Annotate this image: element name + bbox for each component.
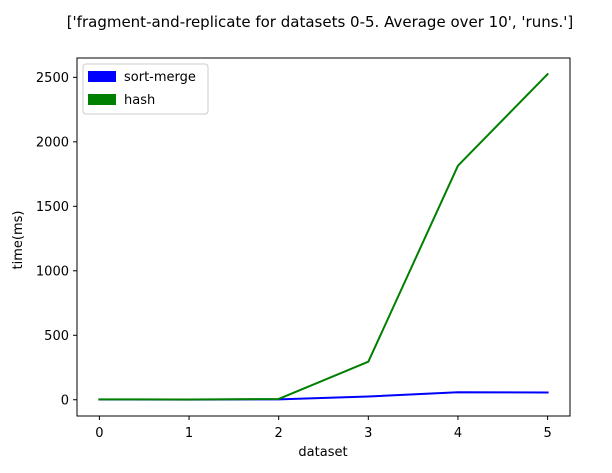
y-axis-label: time(ms) bbox=[11, 211, 26, 270]
y-tick-label-0: 0 bbox=[61, 393, 69, 408]
legend-swatch-sort-merge bbox=[88, 71, 116, 82]
y-tick-label-2000: 2000 bbox=[36, 135, 69, 150]
plot-frame bbox=[76, 57, 571, 417]
x-tick-label-0: 0 bbox=[95, 426, 103, 441]
y-axis: 0 500 1000 1500 2000 2500 bbox=[36, 71, 77, 408]
x-tick-label-5: 5 bbox=[543, 426, 551, 441]
y-tick-label-2500: 2500 bbox=[36, 71, 69, 86]
y-tick-label-1000: 1000 bbox=[36, 264, 69, 279]
legend-label-hash: hash bbox=[124, 93, 155, 108]
y-tick-label-500: 500 bbox=[44, 329, 69, 344]
x-tick-label-2: 2 bbox=[275, 426, 283, 441]
legend-swatch-hash bbox=[88, 94, 116, 105]
series-line-hash bbox=[98, 72, 550, 401]
plot-area bbox=[98, 72, 550, 401]
x-tick-label-1: 1 bbox=[185, 426, 193, 441]
legend: sort-merge hash bbox=[82, 63, 209, 115]
x-tick-label-3: 3 bbox=[364, 426, 372, 441]
y-tick-label-1500: 1500 bbox=[36, 200, 69, 215]
x-axis: 0 1 2 3 4 5 bbox=[95, 416, 552, 441]
x-tick-label-4: 4 bbox=[454, 426, 462, 441]
legend-label-sort-merge: sort-merge bbox=[124, 70, 196, 85]
x-axis-label: dataset bbox=[298, 445, 347, 460]
chart-title: ['fragment-and-replicate for datasets 0-… bbox=[67, 13, 574, 31]
